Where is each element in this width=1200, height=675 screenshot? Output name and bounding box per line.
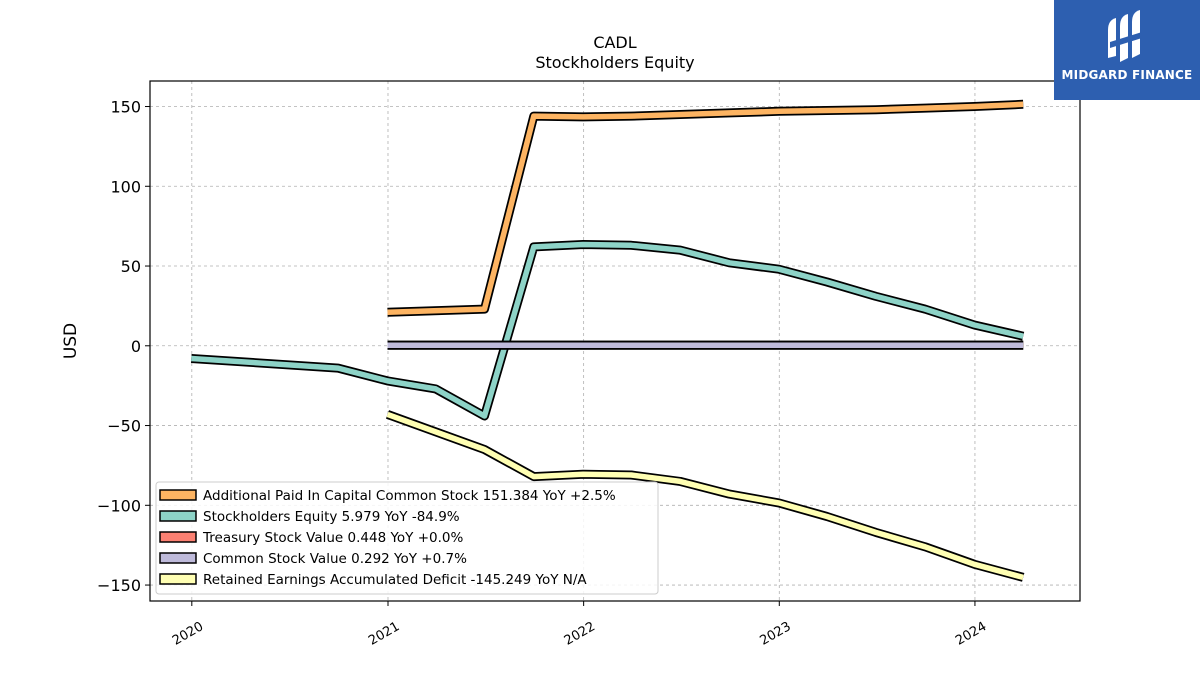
legend-label: Treasury Stock Value 0.448 YoY +0.0% [202, 530, 464, 546]
legend-swatch [159, 489, 197, 501]
y-tick-label: −150 [97, 576, 141, 595]
series-line-outline [387, 99, 1024, 317]
legend-swatch [159, 510, 197, 522]
legend-label: Common Stock Value 0.292 YoY +0.7% [203, 551, 467, 567]
x-tick-label: 2023 [757, 619, 793, 649]
plot-frame [149, 80, 1081, 602]
legend: Additional Paid In Capital Common Stock … [155, 481, 659, 595]
logo-mark-icon [1108, 10, 1142, 62]
x-tick-label: 2021 [366, 619, 402, 649]
y-tick-label: −50 [107, 417, 141, 436]
y-tick-label: 100 [110, 177, 141, 196]
series-line [386, 411, 1024, 581]
y-tick-label: −100 [97, 496, 141, 515]
legend-swatch [159, 531, 197, 543]
logo-text: MIDGARD FINANCE [1061, 68, 1193, 82]
chart-subtitle: Stockholders Equity [535, 53, 694, 72]
y-axis-label: USD [61, 323, 81, 359]
brand-logo: MIDGARD FINANCE [1054, 0, 1200, 100]
legend-swatch [159, 573, 197, 585]
x-tick-label: 2022 [562, 619, 598, 649]
series-lines [191, 99, 1025, 582]
series-line [387, 101, 1024, 316]
x-tick-label: 2024 [953, 619, 989, 649]
series-line [191, 241, 1024, 419]
legend-box [155, 481, 659, 595]
legend-swatch [159, 552, 197, 564]
y-tick-label: 150 [110, 98, 141, 117]
legend-label: Stockholders Equity 5.979 YoY -84.9% [203, 509, 460, 525]
series-line-outline [191, 240, 1025, 421]
axes: 150 100 50 0 −50 −100 −150 2020 2021 2022 2023 2024 [97, 98, 989, 649]
y-tick-label: 50 [121, 257, 141, 276]
x-tick-label: 2020 [170, 619, 206, 649]
legend-label: Additional Paid In Capital Common Stock … [203, 488, 616, 504]
y-tick-label: 0 [131, 337, 141, 356]
chart-title: CADL [593, 33, 636, 52]
legend-label: Retained Earnings Accumulated Deficit -1… [203, 572, 587, 588]
